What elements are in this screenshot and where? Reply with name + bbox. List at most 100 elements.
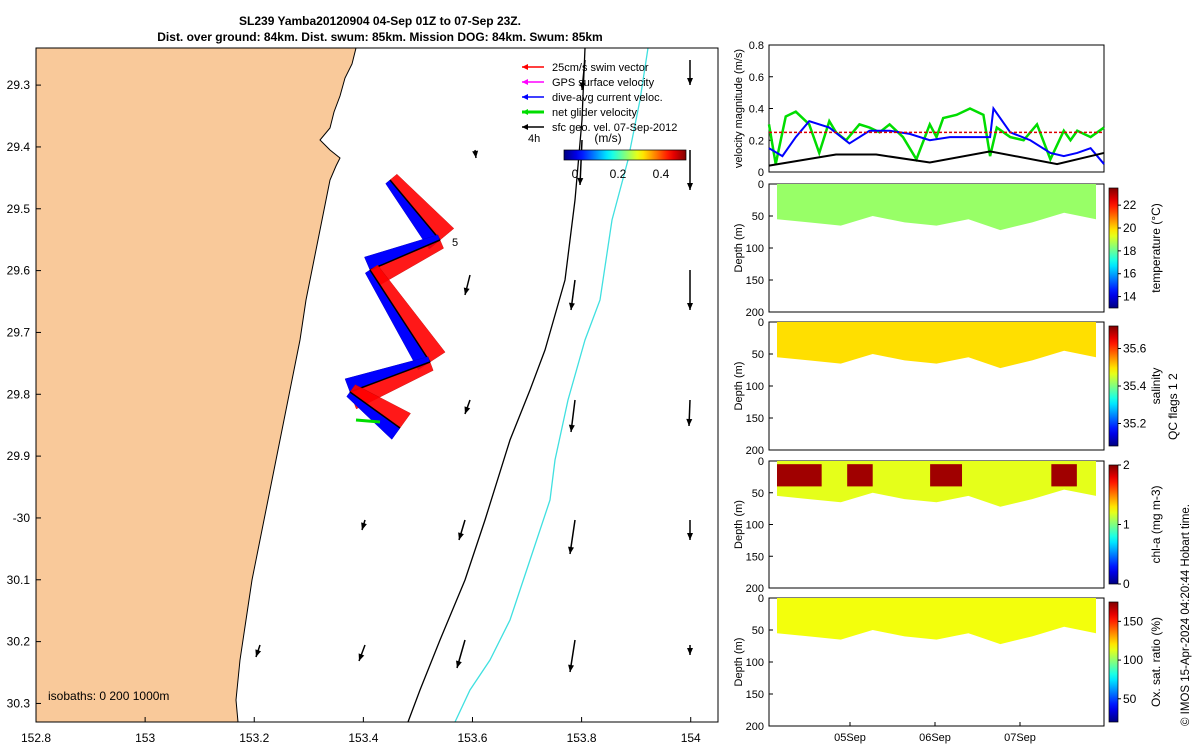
glider-track-segment — [349, 361, 431, 393]
geo-velocity-arrowhead — [463, 287, 470, 295]
isobaths-label: isobaths: 0 200 1000m — [48, 689, 169, 703]
colorbar-tick-label: 35.2 — [1123, 417, 1147, 431]
glider-track-segment — [389, 179, 441, 241]
section-panel: 0 50 100 150 200 Depth (m) 0 1 2 chl-a (mg m-3) — [733, 456, 1163, 595]
section-colorbar — [1108, 601, 1119, 723]
depth-tick-label: 0 — [758, 456, 764, 468]
geo-velocity-arrowhead — [579, 82, 586, 90]
depth-tick-label: 150 — [746, 413, 764, 425]
colorbar-tick-label: 18 — [1123, 244, 1137, 258]
colorbar-unit: (m/s) — [594, 131, 621, 145]
geo-velocity-arrowhead — [464, 406, 471, 414]
depth-tick-label: 150 — [746, 551, 764, 563]
lat-tick-label: 29.3 — [7, 78, 31, 92]
velocity-ytick-label: 0.4 — [749, 104, 764, 116]
geo-velocity-arrowhead — [687, 303, 693, 310]
title-line-2: Dist. over ground: 84km. Dist. swum: 85k… — [157, 30, 603, 44]
lon-tick-label: 153.6 — [457, 731, 487, 745]
isobath-1000m — [454, 47, 649, 723]
land-area — [35, 47, 357, 723]
legend-arrowhead — [522, 94, 528, 100]
colorbar-tick-label: 35.4 — [1123, 379, 1147, 393]
depth-tick-label: 50 — [752, 488, 764, 500]
depth-tick-label: 0 — [758, 593, 764, 605]
lon-tick-label: 154 — [681, 731, 701, 745]
chl-high-patch — [777, 464, 822, 487]
geo-velocity-arrowhead — [686, 418, 693, 426]
title-line-1: SL239 Yamba20120904 04-Sep 01Z to 07-Sep… — [239, 14, 521, 28]
time-tick-label: 06Sep — [919, 732, 951, 744]
geo-velocity-arrowhead — [568, 424, 575, 432]
geo-velocity-arrowhead — [568, 302, 575, 310]
depth-label: Depth (m) — [733, 224, 745, 273]
time-tick-label: 07Sep — [1004, 732, 1036, 744]
velocity-series-line — [767, 107, 1105, 165]
legend-arrowhead — [522, 124, 528, 130]
depth-tick-label: 200 — [746, 583, 764, 595]
time-tick-label: 05Sep — [834, 732, 866, 744]
glider-track-segment — [369, 239, 441, 271]
section-colorbar — [1108, 325, 1119, 447]
credit-label: © IMOS 15-Apr-2024 04:20:44 Hobart time. — [1180, 504, 1192, 726]
colorbar-tick-label: 35.6 — [1123, 342, 1147, 356]
colorbar-tick-label: 14 — [1123, 290, 1137, 304]
geo-velocity-arrowhead — [472, 150, 479, 158]
map-colorbar-tick: 0 — [572, 167, 579, 181]
depth-tick-label: 100 — [746, 520, 764, 532]
depth-tick-label: 50 — [752, 211, 764, 223]
lat-tick-label: 29.8 — [7, 387, 31, 401]
isobath-200m — [407, 47, 586, 723]
geo-velocity-arrowhead — [687, 78, 693, 85]
chl-high-patch — [1051, 464, 1077, 487]
depth-tick-label: 50 — [752, 349, 764, 361]
section-panel: 0 50 100 150 200 Depth (m) 50 100 150 Ox. sat. ra… — [733, 593, 1163, 733]
lat-tick-label: 30.2 — [7, 635, 31, 649]
legend-label: dive-avg current veloc. — [552, 92, 663, 104]
depth-tick-label: 100 — [746, 381, 764, 393]
lat-tick-label: 30.3 — [7, 696, 31, 710]
colorbar-tick-label: 100 — [1123, 653, 1143, 667]
lon-tick-label: 153 — [135, 731, 155, 745]
velocity-ytick-label: 0 — [758, 167, 764, 179]
geo-velocity-arrowhead — [255, 649, 262, 657]
velocity-panel: 0 0.2 0.4 0.6 0.8 velocity magnitude (m/s) — [733, 40, 1105, 179]
colorbar-tick-label: 50 — [1123, 692, 1137, 706]
geo-velocity-arrowhead — [687, 648, 693, 655]
depth-label: Depth (m) — [733, 500, 745, 549]
depth-tick-label: 150 — [746, 689, 764, 701]
legend-label: sfc geo. vel. 07-Sep-2012 — [552, 122, 677, 134]
section-panel: 0 50 100 150 200 Depth (m) 14 16 18 20 22 temperatu… — [733, 179, 1163, 319]
geo-velocity-arrowhead — [458, 532, 464, 540]
colorbar-label: chl-a (mg m-3) — [1149, 485, 1163, 563]
velocity-series-line — [768, 105, 1105, 165]
label-5: 5 — [452, 237, 458, 249]
legend-arrowhead — [522, 109, 528, 115]
label-4h: 4h — [528, 133, 540, 145]
geo-velocity-arrowhead — [361, 522, 367, 530]
geo-velocity-arrowhead — [687, 183, 693, 190]
geo-velocity-arrowhead — [568, 546, 574, 554]
colorbar-tick-label: 22 — [1123, 198, 1137, 212]
depth-tick-label: 200 — [746, 307, 764, 319]
colorbar-tick-label: 20 — [1123, 221, 1137, 235]
lon-tick-label: 152.8 — [21, 731, 51, 745]
depth-label: Depth (m) — [733, 362, 745, 411]
legend-label: net glider velocity — [552, 107, 637, 119]
section-data-fill — [777, 184, 1096, 231]
map-colorbar-tick: 0.4 — [653, 167, 670, 181]
right-panels: 0 0.2 0.4 0.6 0.8 velocity magnitude (m/s) 0 50… — [733, 40, 1163, 744]
depth-tick-label: 0 — [758, 179, 764, 191]
geo-velocity-arrowhead — [456, 660, 462, 668]
velocity-series-line — [768, 150, 1105, 167]
colorbar-label: Ox. sat. ratio (%) — [1149, 617, 1163, 707]
depth-tick-label: 100 — [746, 243, 764, 255]
lon-tick-label: 153.2 — [239, 731, 269, 745]
depth-tick-label: 50 — [752, 625, 764, 637]
chl-high-patch — [930, 464, 963, 487]
lon-tick-label: 153.4 — [348, 731, 378, 745]
lat-tick-label: -30 — [13, 511, 31, 525]
lat-tick-label: 29.7 — [7, 325, 31, 339]
colorbar-tick-label: 1 — [1123, 518, 1130, 532]
chl-high-patch — [847, 464, 873, 487]
